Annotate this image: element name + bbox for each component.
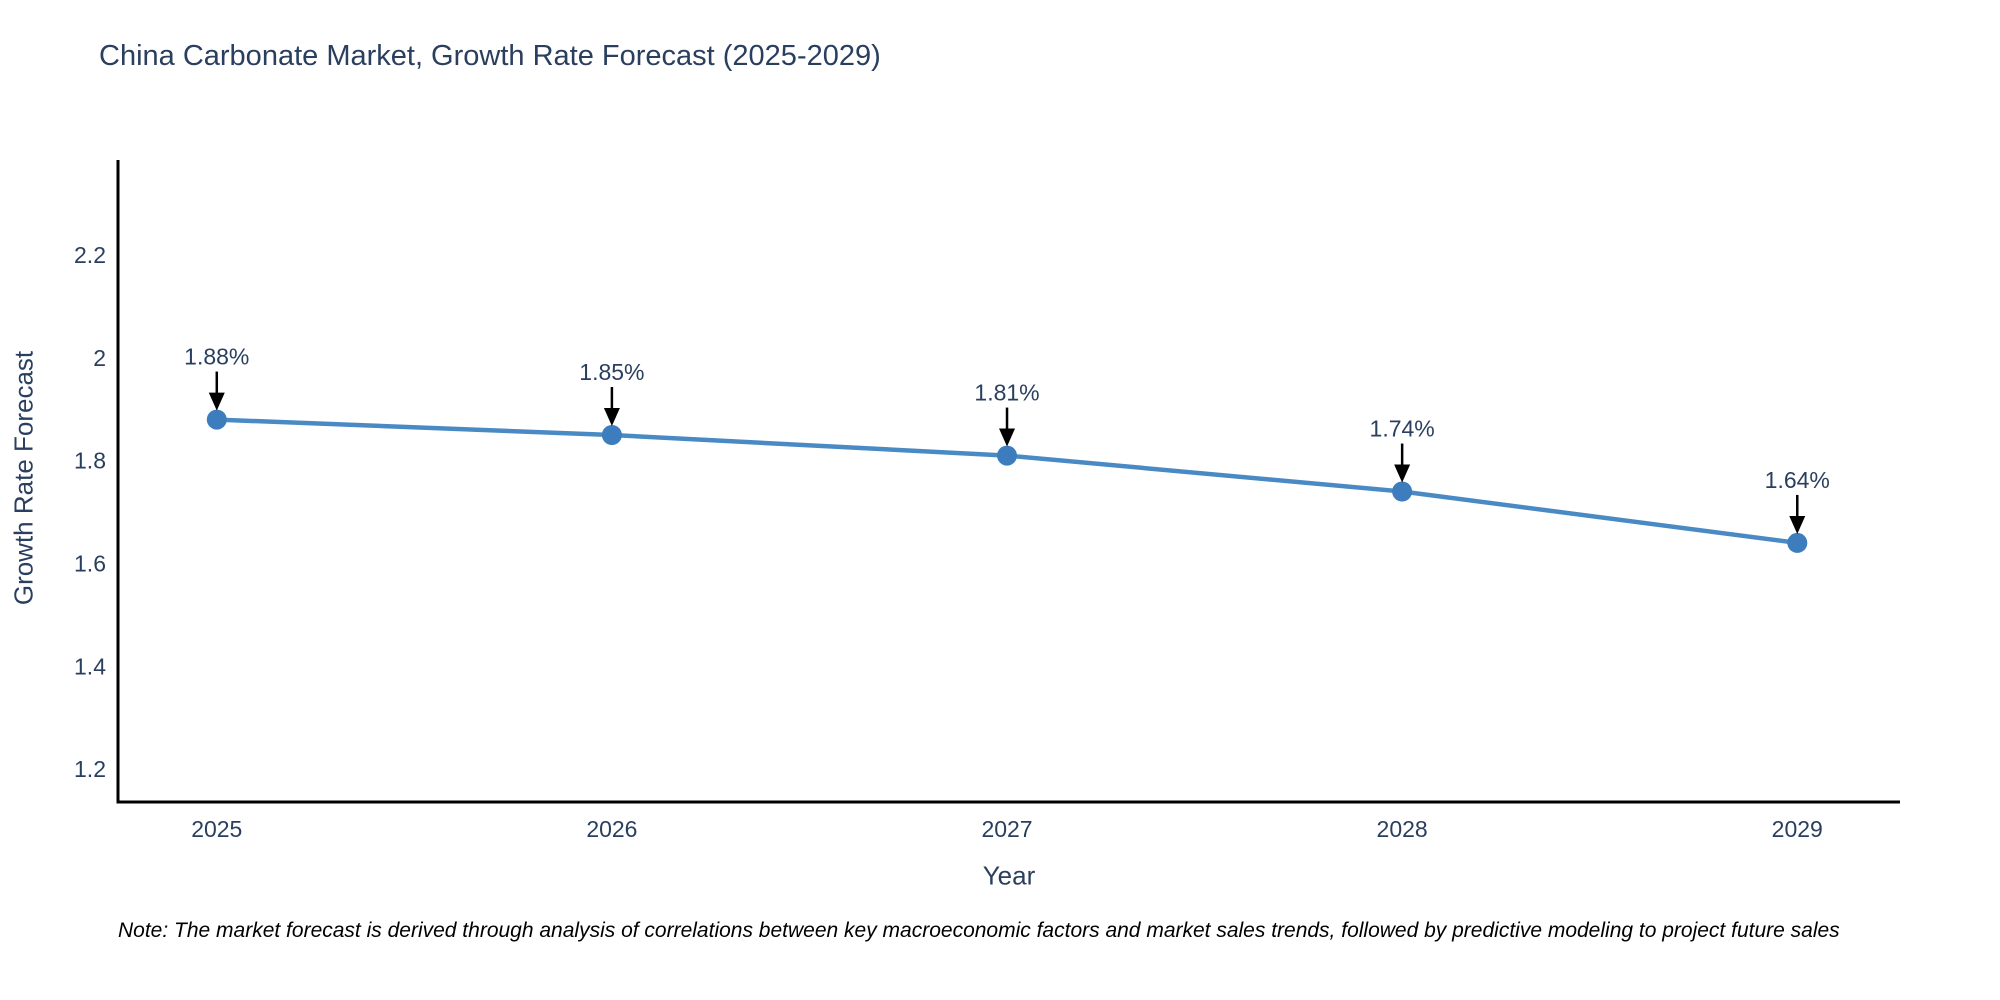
data-point-marker (1787, 532, 1808, 553)
data-point-marker (1392, 481, 1413, 502)
axes-layer (116, 160, 1900, 804)
x-tick-label: 2026 (586, 816, 637, 842)
annotation-arrowhead (1394, 464, 1411, 483)
footnote: Note: The market forecast is derived thr… (118, 919, 1840, 942)
point-annotation-label: 1.81% (974, 380, 1039, 406)
annotation-arrowhead (1789, 515, 1806, 534)
y-tick-label: 2.2 (74, 242, 106, 268)
y-tick-label: 1.2 (74, 756, 106, 782)
point-annotation-label: 1.85% (579, 359, 644, 385)
x-tick-label: 2028 (1377, 816, 1428, 842)
data-point-marker (997, 445, 1017, 466)
data-point-marker (601, 425, 622, 445)
series-layer (206, 409, 1808, 553)
x-axis-title: Year (982, 860, 1036, 891)
y-tick-label: 1.6 (74, 550, 106, 576)
annotation-arrowhead (208, 392, 225, 411)
x-tick-label: 2025 (191, 816, 242, 842)
y-tick-label: 1.8 (74, 448, 106, 474)
point-annotation-label: 1.64% (1765, 467, 1830, 493)
annotation-arrowhead (999, 428, 1016, 447)
y-tick-label: 1.4 (74, 653, 106, 679)
x-tick-label: 2027 (981, 816, 1032, 842)
y-tick-label: 2 (93, 345, 106, 371)
x-tick-label: 2029 (1772, 816, 1823, 842)
annotation-arrowhead (603, 407, 620, 426)
chart-title: China Carbonate Market, Growth Rate Fore… (99, 40, 881, 72)
point-annotation-label: 1.74% (1370, 416, 1435, 442)
annotation-layer: 1.88% 1.85% 1.81% 1.74% 1.64% (184, 344, 1830, 534)
point-annotation-label: 1.88% (184, 344, 249, 370)
tick-layer: 1.2 1.4 1.6 1.8 2 2.2 2025 2026 2027 2028 2029 (74, 242, 1823, 842)
data-point-marker (206, 409, 227, 430)
